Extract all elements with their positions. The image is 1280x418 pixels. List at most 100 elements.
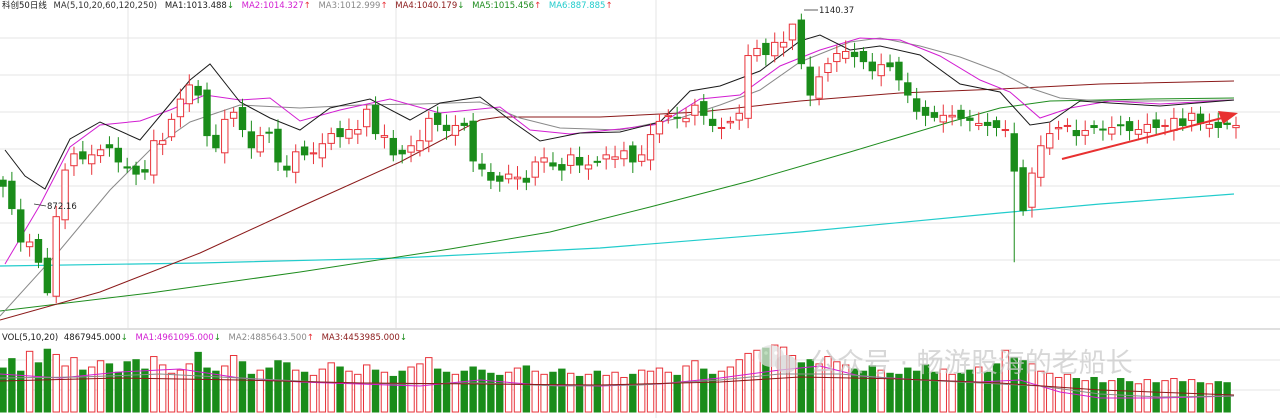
- volume-bar: [620, 376, 628, 413]
- volume-bar: [123, 361, 131, 413]
- volume-bar: [79, 369, 87, 413]
- volume-bar: [256, 369, 264, 413]
- candle-body: [203, 89, 211, 137]
- volume-bar: [992, 363, 1001, 413]
- candle-body: [79, 151, 87, 160]
- candles: [0, 13, 1240, 304]
- vol-label: VOL(5,10,20): [2, 333, 58, 343]
- candle-body: [1134, 129, 1143, 135]
- candle-body: [496, 175, 504, 182]
- vol-ma2-value: 4885643.500: [250, 333, 307, 343]
- volume-bar: [877, 369, 885, 413]
- volume-bar: [1108, 380, 1116, 413]
- candle-body: [150, 140, 158, 176]
- volume-bar: [504, 371, 513, 413]
- candle-body: [238, 107, 247, 131]
- volume-bar: [788, 355, 797, 413]
- candle-body: [478, 163, 486, 170]
- vol-arrow: ↓: [121, 333, 128, 343]
- candle-body: [70, 153, 78, 167]
- volume-bar: [300, 371, 309, 413]
- candle-body: [797, 19, 806, 65]
- candle-body: [1090, 125, 1098, 128]
- candle-body: [389, 137, 397, 156]
- volume-bar: [0, 367, 7, 413]
- volume-header: VOL(5,10,20) 4867945.000↓ MA1:4961095.00…: [2, 333, 407, 343]
- candle-body: [806, 66, 814, 96]
- candle-body: [327, 133, 335, 144]
- volume-bar: [61, 365, 69, 413]
- volume-bar: [842, 364, 850, 413]
- candle-body: [957, 109, 965, 119]
- candle-body: [362, 108, 371, 128]
- candle-body: [824, 63, 832, 74]
- volume-bar: [1205, 383, 1214, 413]
- candle-body: [1054, 126, 1063, 130]
- volume-bar: [265, 367, 273, 413]
- candle-body: [895, 61, 903, 81]
- volume-bar: [850, 368, 859, 413]
- candle-body: [309, 152, 318, 155]
- candle-body: [1063, 124, 1072, 127]
- candle-body: [167, 118, 176, 138]
- volume-bar: [957, 372, 965, 413]
- volume-bar: [558, 368, 566, 413]
- candle-body: [691, 104, 699, 116]
- candle-body: [975, 122, 983, 126]
- vol-ma20-line: [0, 376, 1235, 396]
- wechat-icon: [758, 345, 797, 373]
- price-header: 科创50日线 MA(5,10,20,60,120,250) MA1:1013.4…: [2, 0, 613, 11]
- candle-body: [1108, 126, 1116, 135]
- volume-bar: [912, 370, 921, 413]
- candle-body: [584, 164, 593, 170]
- candle-body: [531, 161, 539, 178]
- candle-body: [744, 55, 752, 119]
- volume-bar: [673, 374, 681, 413]
- candle-body: [558, 164, 566, 171]
- volume-bar: [460, 370, 468, 413]
- volume-bar: [983, 371, 992, 413]
- vol-ma1-value: 4961095.000: [157, 333, 214, 343]
- candle-body: [1001, 129, 1010, 132]
- candle-body: [842, 50, 850, 59]
- volume-bar: [176, 369, 185, 413]
- candle-body: [371, 104, 380, 135]
- candle-body: [194, 85, 202, 96]
- ma60-line: [0, 80, 1235, 321]
- candle-body: [1161, 124, 1169, 127]
- volume-bar: [1028, 363, 1036, 413]
- volume-bar: [868, 365, 877, 413]
- volume-bar: [1019, 360, 1027, 413]
- low-label: 872.16: [47, 202, 77, 212]
- candle-body: [354, 129, 362, 135]
- volume-bar: [824, 356, 832, 413]
- candle-body: [708, 118, 717, 126]
- candle-body: [726, 120, 735, 124]
- candle-body: [1125, 121, 1134, 132]
- candle-body: [788, 23, 797, 41]
- candle-body: [176, 98, 185, 118]
- volume-bar: [380, 371, 389, 413]
- volume-bar: [336, 366, 344, 413]
- candle-body: [939, 114, 947, 123]
- volume-bar: [549, 371, 557, 413]
- volume-bar: [682, 365, 690, 413]
- volume-bar: [540, 373, 548, 413]
- volume-bar: [203, 367, 211, 413]
- candle-body: [921, 106, 930, 116]
- ma5-value: 1015.456: [494, 1, 535, 11]
- ma6-label: MA6:: [549, 1, 570, 11]
- volume-bar: [1037, 370, 1045, 413]
- candle-body: [8, 180, 16, 210]
- volume-bar: [1161, 380, 1169, 413]
- volume-bar: [221, 365, 229, 413]
- volume-bar: [735, 359, 743, 413]
- ma-params: MA(5,10,20,60,120,250): [54, 1, 158, 11]
- volume-bar: [593, 370, 602, 413]
- candle-body: [522, 177, 531, 183]
- volume-bar: [451, 373, 460, 413]
- ma5-line: [4, 34, 1235, 190]
- volume-bar: [229, 355, 238, 413]
- volume-bar: [167, 372, 176, 413]
